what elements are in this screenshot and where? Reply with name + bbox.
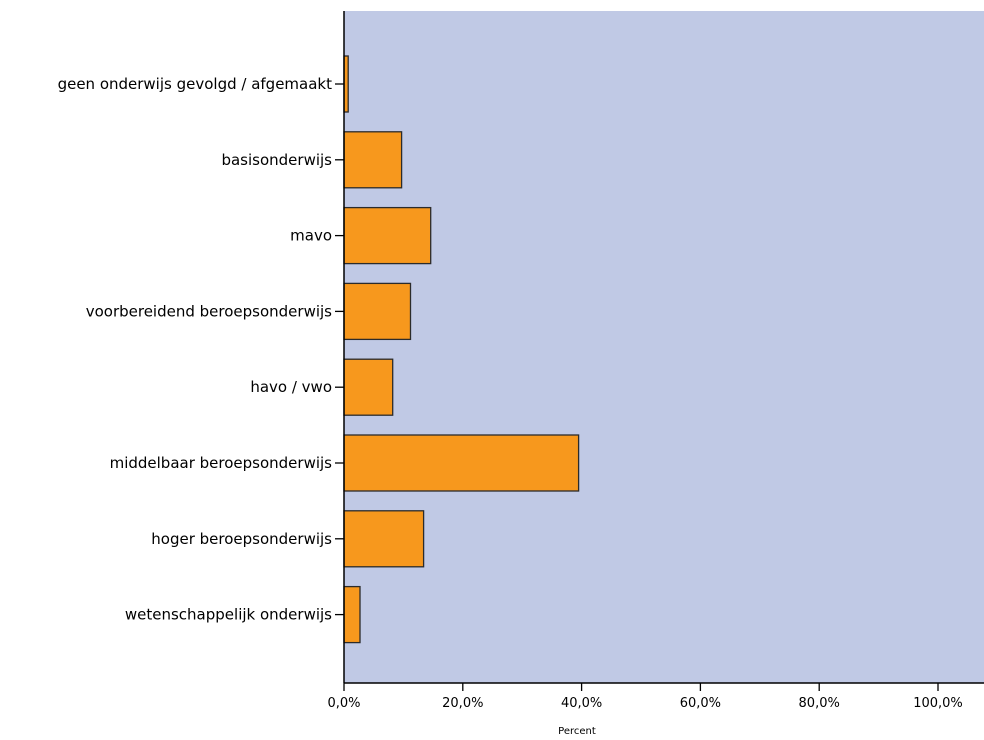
- bar: [343, 434, 580, 492]
- category-label: wetenschappelijk onderwijs: [125, 606, 332, 624]
- bar: [343, 358, 394, 416]
- bar: [343, 206, 432, 265]
- x-tick-label: 80,0%: [799, 696, 840, 711]
- category-label: havo / vwo: [250, 378, 332, 396]
- plot-area: [344, 11, 984, 683]
- y-axis: geen onderwijs gevolgd / afgemaakt basiso…: [58, 11, 345, 683]
- category-label: middelbaar beroepsonderwijs: [110, 454, 333, 472]
- category-label: hoger beroepsonderwijs: [151, 530, 332, 548]
- bar: [343, 585, 361, 644]
- x-axis: 0,0% 20,0% 40,0% 60,0% 80,0% 100,0%: [327, 682, 984, 711]
- bar: [343, 282, 412, 341]
- bar: [343, 510, 425, 568]
- x-tick-label: 20,0%: [442, 696, 483, 711]
- x-tick-label: 40,0%: [561, 696, 602, 711]
- category-label: mavo: [290, 227, 332, 245]
- x-tick-label: 0,0%: [327, 696, 360, 711]
- category-label: geen onderwijs gevolgd / afgemaakt: [58, 75, 333, 93]
- bar: [343, 131, 403, 189]
- x-axis-title: Percent: [558, 726, 596, 737]
- x-tick-label: 100,0%: [913, 696, 963, 711]
- x-tick-label: 60,0%: [680, 696, 721, 711]
- category-label: voorbereidend beroepsonderwijs: [86, 302, 332, 320]
- category-label: basisonderwijs: [221, 151, 332, 169]
- bars-group: [343, 55, 580, 644]
